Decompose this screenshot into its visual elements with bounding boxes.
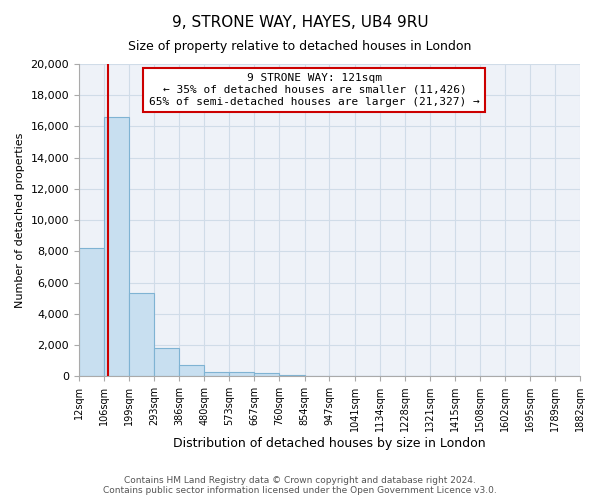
Bar	[79, 248, 104, 376]
Bar	[104, 117, 129, 376]
Text: Contains HM Land Registry data © Crown copyright and database right 2024.: Contains HM Land Registry data © Crown c…	[124, 476, 476, 485]
Y-axis label: Number of detached properties: Number of detached properties	[15, 132, 25, 308]
Bar	[154, 348, 179, 376]
Bar	[254, 374, 280, 376]
X-axis label: Distribution of detached houses by size in London: Distribution of detached houses by size …	[173, 437, 486, 450]
Bar	[129, 294, 154, 376]
Bar	[280, 374, 305, 376]
Text: 9, STRONE WAY, HAYES, UB4 9RU: 9, STRONE WAY, HAYES, UB4 9RU	[172, 15, 428, 30]
Text: 9 STRONE WAY: 121sqm
← 35% of detached houses are smaller (11,426)
65% of semi-d: 9 STRONE WAY: 121sqm ← 35% of detached h…	[149, 74, 480, 106]
Text: Contains public sector information licensed under the Open Government Licence v3: Contains public sector information licen…	[103, 486, 497, 495]
Bar	[205, 372, 229, 376]
Bar	[229, 372, 254, 376]
Bar	[179, 364, 205, 376]
Text: Size of property relative to detached houses in London: Size of property relative to detached ho…	[128, 40, 472, 53]
